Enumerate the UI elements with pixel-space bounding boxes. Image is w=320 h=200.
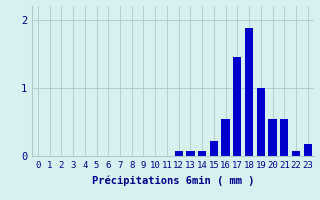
X-axis label: Précipitations 6min ( mm ): Précipitations 6min ( mm ) bbox=[92, 175, 254, 186]
Bar bbox=[280, 118, 288, 156]
Bar bbox=[233, 57, 242, 156]
Bar bbox=[198, 151, 206, 156]
Bar bbox=[221, 118, 230, 156]
Bar bbox=[268, 118, 276, 156]
Bar bbox=[186, 151, 195, 156]
Bar bbox=[210, 141, 218, 156]
Bar bbox=[245, 28, 253, 156]
Bar bbox=[257, 88, 265, 156]
Bar bbox=[175, 151, 183, 156]
Bar bbox=[304, 144, 312, 156]
Bar bbox=[292, 151, 300, 156]
